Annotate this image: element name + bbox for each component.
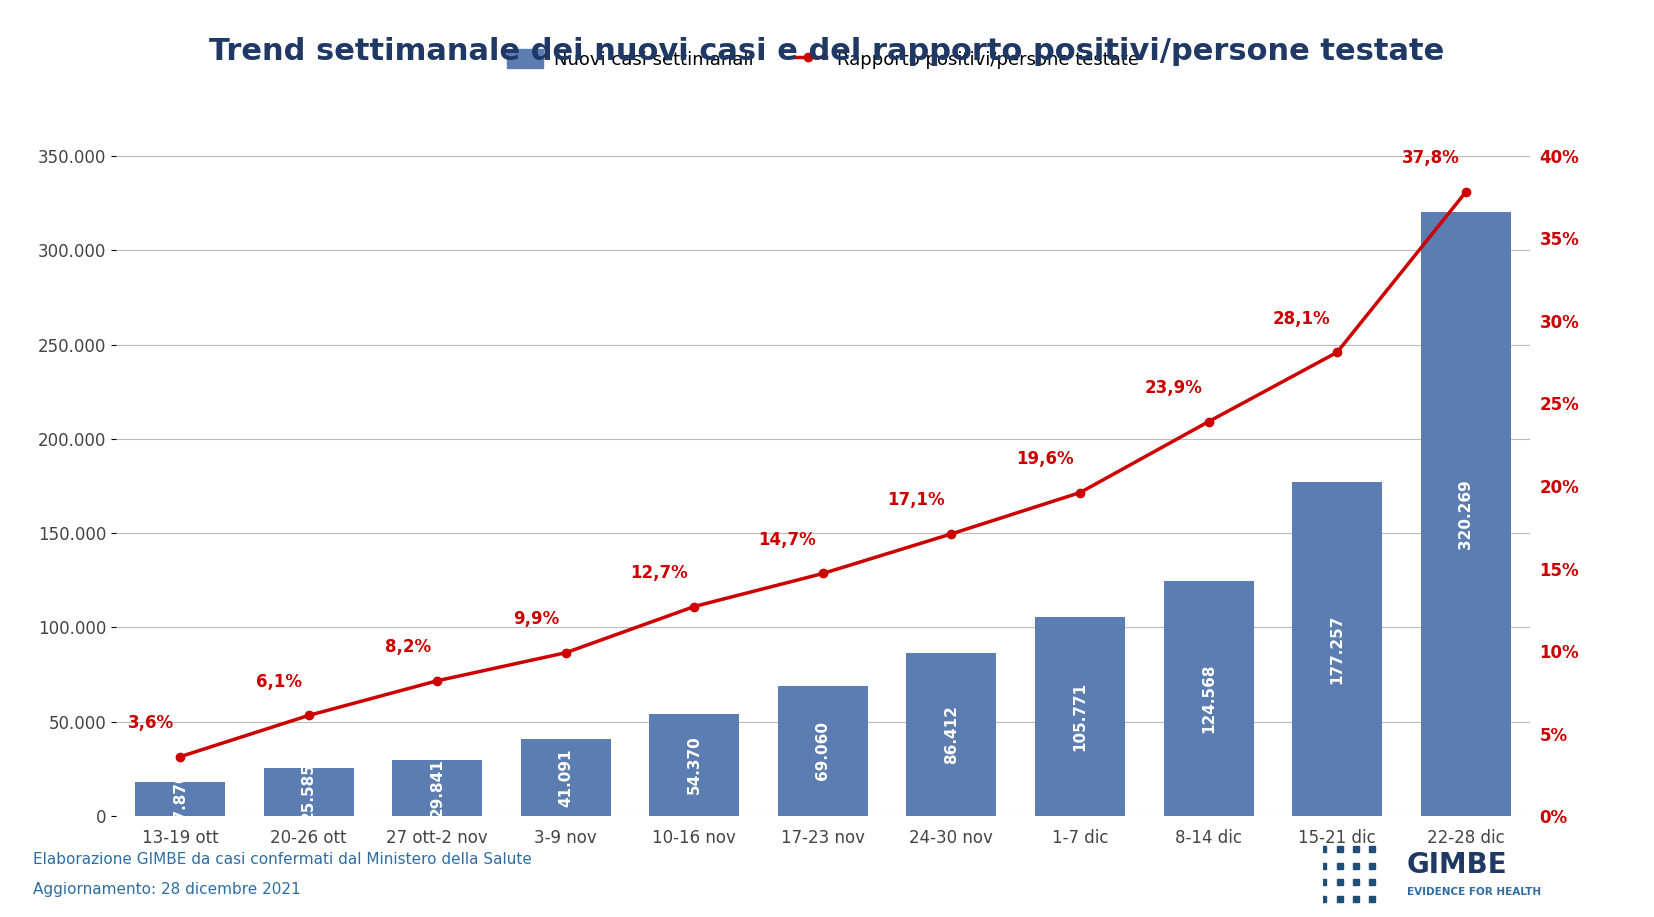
- Text: 28,1%: 28,1%: [1274, 310, 1331, 327]
- Bar: [392, 760, 483, 816]
- Text: 12,7%: 12,7%: [630, 564, 688, 581]
- Bar: [1292, 481, 1383, 816]
- Bar: [1163, 581, 1254, 816]
- Text: 19,6%: 19,6%: [1016, 450, 1073, 468]
- Bar: [1421, 212, 1510, 816]
- Text: GIMBE: GIMBE: [1406, 851, 1507, 879]
- Bar: [650, 713, 739, 816]
- Text: 41.091: 41.091: [559, 748, 574, 807]
- Text: 29.841: 29.841: [430, 758, 445, 817]
- Text: 54.370: 54.370: [686, 735, 701, 794]
- Text: 9,9%: 9,9%: [513, 610, 559, 628]
- Text: 17,1%: 17,1%: [888, 492, 944, 509]
- Text: EVIDENCE FOR HEALTH: EVIDENCE FOR HEALTH: [1406, 888, 1540, 897]
- Text: Aggiornamento: 28 dicembre 2021: Aggiornamento: 28 dicembre 2021: [33, 882, 301, 897]
- Text: 320.269: 320.269: [1459, 480, 1474, 549]
- Legend: Nuovi casi settimanali, Rapporto positivi/persone testate: Nuovi casi settimanali, Rapporto positiv…: [508, 50, 1138, 69]
- Text: 105.771: 105.771: [1072, 682, 1087, 751]
- Bar: [777, 686, 868, 816]
- Text: Elaborazione GIMBE da casi confermati dal Ministero della Salute: Elaborazione GIMBE da casi confermati da…: [33, 852, 533, 867]
- Bar: [906, 653, 996, 816]
- Text: 17.870: 17.870: [172, 770, 187, 829]
- Text: 124.568: 124.568: [1201, 664, 1216, 734]
- Bar: [521, 738, 610, 816]
- Text: 177.257: 177.257: [1330, 614, 1345, 684]
- Bar: [136, 782, 225, 816]
- Text: Trend settimanale dei nuovi casi e del rapporto positivi/persone testate: Trend settimanale dei nuovi casi e del r…: [210, 37, 1444, 66]
- Text: 6,1%: 6,1%: [256, 673, 303, 691]
- Text: 23,9%: 23,9%: [1145, 379, 1202, 397]
- Text: 8,2%: 8,2%: [385, 638, 430, 656]
- Text: 86.412: 86.412: [944, 705, 959, 764]
- Text: 25.585: 25.585: [301, 763, 316, 822]
- Text: 14,7%: 14,7%: [759, 531, 817, 548]
- Bar: [1035, 616, 1125, 816]
- Text: 69.060: 69.060: [815, 722, 830, 780]
- Text: 37,8%: 37,8%: [1401, 149, 1459, 168]
- Text: 3,6%: 3,6%: [127, 714, 174, 732]
- Bar: [263, 768, 354, 816]
